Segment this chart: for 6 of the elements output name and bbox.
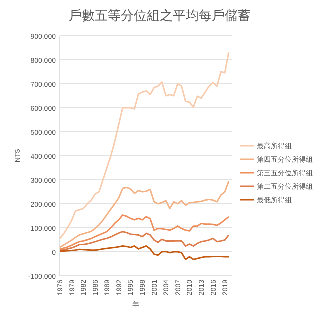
line-series bbox=[59, 231, 230, 252]
line-series bbox=[59, 51, 230, 240]
line-series bbox=[59, 180, 230, 248]
line-series bbox=[59, 245, 230, 260]
line-series bbox=[59, 214, 230, 250]
chart-title: 戶數五等分位組之平均每戶儲蓄 bbox=[69, 8, 251, 23]
